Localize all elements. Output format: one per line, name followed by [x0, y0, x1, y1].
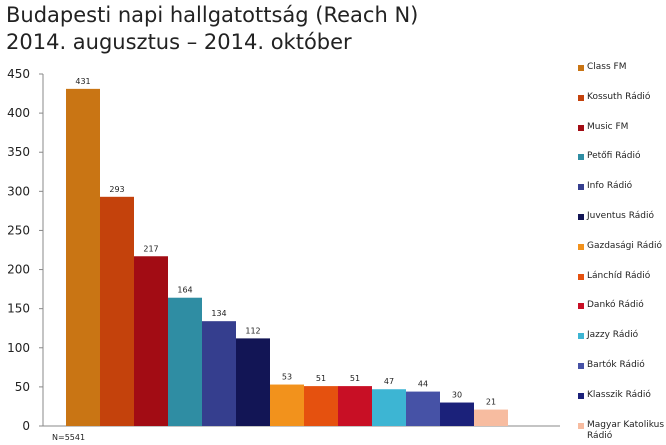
- legend-label: Gazdasági Rádió: [587, 240, 663, 251]
- legend-label: Bartók Rádió: [587, 360, 645, 370]
- legend-swatch: [578, 124, 584, 131]
- legend-label: Jazzy Rádió: [587, 330, 639, 341]
- legend-swatch: [578, 363, 584, 369]
- bar: [100, 196, 134, 426]
- bar-value-label: 30: [452, 391, 462, 400]
- legend-label: Info Rádió: [587, 181, 633, 192]
- legend-label: Klasszik Rádió: [587, 389, 651, 400]
- bar: [474, 409, 508, 426]
- bar-value-label: 53: [282, 373, 292, 382]
- legend-label: Juventus Rádió: [587, 211, 654, 221]
- bar-value-label: 112: [245, 326, 260, 335]
- legend-swatch: [578, 154, 584, 161]
- legend-label: Magyar Katolikus Rádió: [587, 419, 665, 441]
- y-tick-label: 450: [7, 67, 30, 81]
- bar: [236, 338, 270, 426]
- bar: [134, 256, 168, 426]
- bar-value-label: 431: [75, 77, 90, 86]
- bar: [304, 386, 338, 426]
- y-tick-label: 150: [7, 302, 30, 316]
- legend-label: Lánchíd Rádió: [587, 270, 651, 281]
- bar: [372, 389, 406, 426]
- legend-label: Petőfi Rádió: [587, 151, 641, 162]
- legend-swatch: [578, 422, 584, 429]
- y-tick-label: 400: [7, 106, 30, 120]
- legend-swatch: [578, 392, 584, 399]
- legend-swatch: [578, 333, 584, 340]
- legend-label: Kossuth Rádió: [587, 91, 651, 102]
- bar-value-label: 21: [486, 398, 496, 407]
- bar: [406, 391, 440, 426]
- bar-value-label: 217: [143, 244, 158, 253]
- legend-swatch: [578, 214, 584, 220]
- bar: [168, 297, 202, 426]
- legend-label: Music FM: [587, 121, 629, 132]
- legend-swatch: [578, 243, 584, 250]
- y-tick-label: 50: [15, 380, 30, 394]
- bar: [66, 88, 100, 427]
- bar-value-label: 47: [384, 377, 394, 386]
- y-tick-label: 200: [7, 263, 30, 277]
- bar: [270, 384, 304, 426]
- bar: [202, 321, 236, 426]
- legend-label: Class FM: [587, 62, 627, 72]
- y-tick-label: 100: [7, 341, 30, 355]
- sample-size-note: N=5541: [52, 433, 86, 442]
- chart-title-line-1: Budapesti napi hallgatottság (Reach N): [6, 3, 419, 27]
- y-tick-label: 300: [7, 184, 30, 198]
- legend-swatch: [578, 94, 584, 101]
- bar: [440, 402, 474, 426]
- chart-title: Budapesti napi hallgatottság (Reach N) 2…: [6, 2, 566, 56]
- bar-value-label: 51: [316, 374, 326, 383]
- bar: [338, 386, 372, 426]
- legend-swatch: [578, 184, 584, 191]
- y-tick-label: 250: [7, 223, 30, 237]
- bar-value-label: 51: [350, 374, 360, 383]
- legend-swatch: [578, 303, 584, 310]
- chart-title-line-2: 2014. augusztus – 2014. október: [6, 30, 352, 54]
- legend-swatch: [578, 65, 584, 71]
- legend-swatch: [578, 273, 584, 280]
- legend-label: Dankó Rádió: [587, 300, 644, 311]
- bar-value-label: 134: [211, 309, 226, 318]
- y-tick-label: 0: [22, 419, 30, 433]
- bar-value-label: 44: [418, 380, 428, 389]
- bar-value-label: 164: [177, 286, 192, 295]
- y-tick-label: 350: [7, 145, 30, 159]
- bar-value-label: 293: [109, 185, 124, 194]
